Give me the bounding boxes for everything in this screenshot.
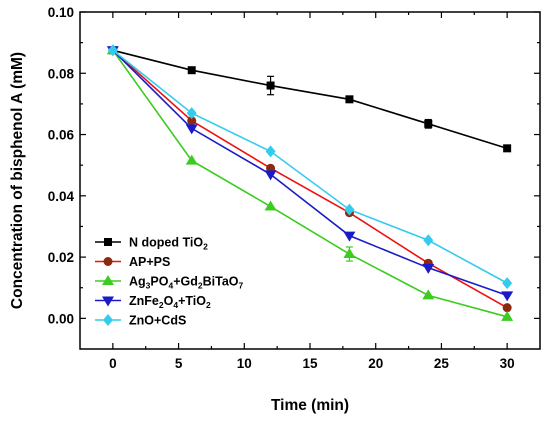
legend-label-subscript: 2 — [206, 300, 211, 310]
data-point — [185, 124, 198, 135]
data-point — [502, 277, 513, 290]
y-tick-label: 0.02 — [48, 250, 74, 265]
series-2 — [106, 44, 514, 321]
series-line — [112, 49, 508, 309]
legend-marker — [104, 238, 112, 246]
legend-marker — [103, 257, 113, 266]
legend-label-subscript: 7 — [239, 281, 244, 291]
data-point — [423, 234, 434, 247]
data-point — [187, 116, 197, 126]
legend-label-part: BiTaO — [203, 275, 239, 289]
x-tick-label: 30 — [500, 356, 515, 371]
x-axis-title: Time (min) — [271, 397, 349, 414]
series-1 — [108, 45, 512, 313]
x-tick-label: 0 — [109, 356, 117, 371]
legend-label-part: +Gd — [173, 275, 198, 289]
x-tick-label: 25 — [434, 356, 450, 371]
data-point — [266, 81, 275, 90]
data-point — [503, 144, 512, 153]
data-point — [501, 291, 514, 302]
data-point — [187, 66, 196, 75]
legend-label-part: O — [164, 294, 174, 308]
legend-label-part: Ag — [129, 275, 146, 289]
legend-label-subscript: 4 — [173, 300, 178, 310]
legend-marker — [102, 296, 114, 307]
series-line — [112, 49, 508, 297]
data-point — [424, 119, 433, 128]
y-tick-label: 0.00 — [48, 311, 74, 326]
legend-entry: ZnO+CdS — [95, 314, 186, 328]
legend-label-part: AP+PS — [129, 255, 170, 269]
legend-label: ZnO+CdS — [129, 314, 186, 328]
series-layer — [106, 44, 514, 321]
legend-label: N doped TiO2 — [129, 236, 208, 252]
x-tick-label: 20 — [368, 356, 383, 371]
series-line — [112, 49, 508, 284]
data-point — [422, 289, 435, 300]
series-line — [112, 49, 508, 150]
legend-marker — [103, 314, 113, 326]
legend-label-subscript: 2 — [198, 281, 203, 291]
data-point — [343, 231, 356, 242]
series-4 — [107, 44, 513, 290]
data-point — [501, 310, 514, 321]
x-tick-label: 5 — [175, 356, 183, 371]
legend-label-part: PO — [150, 275, 168, 289]
y-tick-label: 0.06 — [48, 128, 75, 143]
legend: N doped TiO2AP+PSAg3PO4+Gd2BiTaO7ZnFe2O4… — [95, 236, 244, 328]
data-point — [185, 154, 198, 165]
data-point — [343, 248, 356, 259]
y-axis-title: Concentration of bisphenol A (mM) — [9, 52, 26, 309]
legend-label-part: N doped TiO — [129, 236, 203, 250]
data-point — [344, 203, 355, 216]
legend-marker — [102, 275, 114, 285]
legend-label: ZnFe2O4+TiO2 — [129, 294, 211, 310]
series-0 — [108, 46, 512, 153]
data-point — [186, 107, 197, 120]
legend-label-subscript: 2 — [159, 300, 164, 310]
data-point — [502, 303, 512, 313]
y-tick-label: 0.08 — [48, 66, 75, 81]
legend-label: Ag3PO4+Gd2BiTaO7 — [129, 275, 244, 291]
series-line — [112, 49, 508, 318]
legend-entry: Ag3PO4+Gd2BiTaO7 — [95, 275, 244, 291]
legend-label-subscript: 3 — [146, 281, 151, 291]
legend-label-part: +TiO — [178, 294, 206, 308]
legend-label-part: ZnFe — [129, 294, 159, 308]
legend-entry: AP+PS — [95, 255, 170, 269]
y-tick-label: 0.04 — [48, 189, 75, 204]
data-point — [265, 145, 276, 158]
legend-label-part: ZnO+CdS — [129, 314, 186, 328]
legend-entry: ZnFe2O4+TiO2 — [95, 294, 211, 310]
legend-label-subscript: 2 — [203, 242, 208, 252]
legend-entry: N doped TiO2 — [95, 236, 208, 252]
legend-label-subscript: 4 — [168, 281, 173, 291]
data-point — [345, 95, 354, 104]
x-tick-label: 10 — [237, 356, 252, 371]
data-point — [107, 44, 118, 57]
axes: 0 5 10 15 20 25 30 0.00 0.02 0.04 0.06 0.08 0.10 — [48, 5, 541, 371]
y-tick-label: 0.10 — [48, 5, 74, 20]
legend-label: AP+PS — [129, 255, 170, 269]
data-point — [422, 263, 435, 274]
data-point — [264, 200, 277, 211]
data-point — [264, 170, 277, 181]
x-tick-label: 15 — [302, 356, 318, 371]
